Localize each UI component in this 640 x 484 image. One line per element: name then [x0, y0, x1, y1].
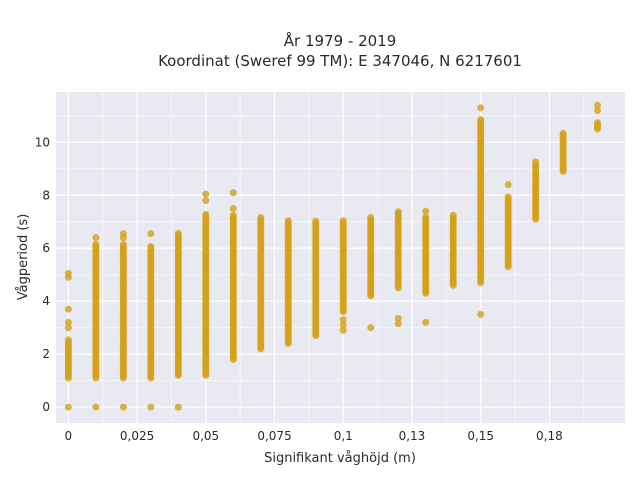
x-axis-title: Signifikant våghöjd (m) — [264, 451, 416, 466]
data-point — [532, 158, 540, 166]
data-point — [92, 403, 100, 411]
x-tick-label: 0,15 — [467, 429, 494, 443]
data-point — [174, 403, 182, 411]
data-point — [229, 189, 237, 197]
data-point — [559, 129, 567, 137]
y-tick-label: 10 — [35, 135, 50, 149]
data-point — [284, 217, 292, 225]
data-point — [257, 214, 265, 222]
chart-title-line-1: År 1979 - 2019 — [284, 31, 397, 50]
data-point — [92, 234, 100, 242]
data-point — [394, 208, 402, 216]
y-tick-label: 2 — [42, 347, 50, 361]
data-point — [202, 197, 210, 205]
data-point — [339, 321, 347, 329]
data-point — [64, 336, 72, 344]
data-point — [477, 116, 485, 124]
data-points — [64, 101, 602, 411]
data-point — [477, 104, 485, 112]
y-tick-labels: 0 2 4 6 8 10 — [35, 135, 50, 414]
data-point — [367, 214, 375, 222]
data-point — [394, 314, 402, 322]
data-point — [147, 403, 155, 411]
data-point — [594, 101, 602, 109]
data-point — [339, 217, 347, 225]
x-tick-label: 0 — [65, 429, 73, 443]
data-point — [64, 269, 72, 277]
data-point — [64, 403, 72, 411]
data-point — [422, 318, 430, 326]
x-tick-label: 0,13 — [399, 429, 426, 443]
data-point — [229, 211, 237, 219]
data-point — [422, 213, 430, 221]
data-point — [367, 324, 375, 332]
y-tick-label: 8 — [42, 188, 50, 202]
data-point — [119, 403, 127, 411]
y-tick-label: 0 — [42, 400, 50, 414]
data-point — [449, 211, 457, 219]
data-point — [339, 326, 347, 334]
data-point — [422, 207, 430, 215]
data-point — [174, 229, 182, 237]
data-point — [64, 324, 72, 332]
x-tick-label: 0,1 — [334, 429, 353, 443]
data-point — [504, 181, 512, 189]
data-point — [147, 243, 155, 251]
data-point — [339, 316, 347, 324]
x-tick-label: 0,18 — [536, 429, 563, 443]
data-point — [504, 193, 512, 201]
data-point — [594, 119, 602, 127]
data-point — [147, 230, 155, 238]
data-point — [64, 305, 72, 313]
chart-title-line-2: Koordinat (Sweref 99 TM): E 347046, N 62… — [158, 52, 522, 70]
data-point — [229, 205, 237, 213]
data-point — [64, 318, 72, 326]
data-point — [119, 230, 127, 238]
data-point — [202, 190, 210, 198]
data-point — [312, 217, 320, 225]
data-point — [594, 107, 602, 115]
x-tick-label: 0,05 — [192, 429, 219, 443]
x-tick-labels: 0 0,025 0,05 0,075 0,1 0,13 0,15 0,18 — [65, 429, 563, 443]
data-point — [92, 241, 100, 249]
x-tick-label: 0,025 — [120, 429, 154, 443]
data-point — [477, 310, 485, 318]
x-tick-label: 0,075 — [257, 429, 291, 443]
y-tick-label: 4 — [42, 294, 50, 308]
y-tick-label: 6 — [42, 241, 50, 255]
y-axis-title: Vågperiod (s) — [16, 214, 31, 301]
data-point — [202, 210, 210, 218]
data-point — [119, 241, 127, 249]
data-point — [394, 320, 402, 328]
